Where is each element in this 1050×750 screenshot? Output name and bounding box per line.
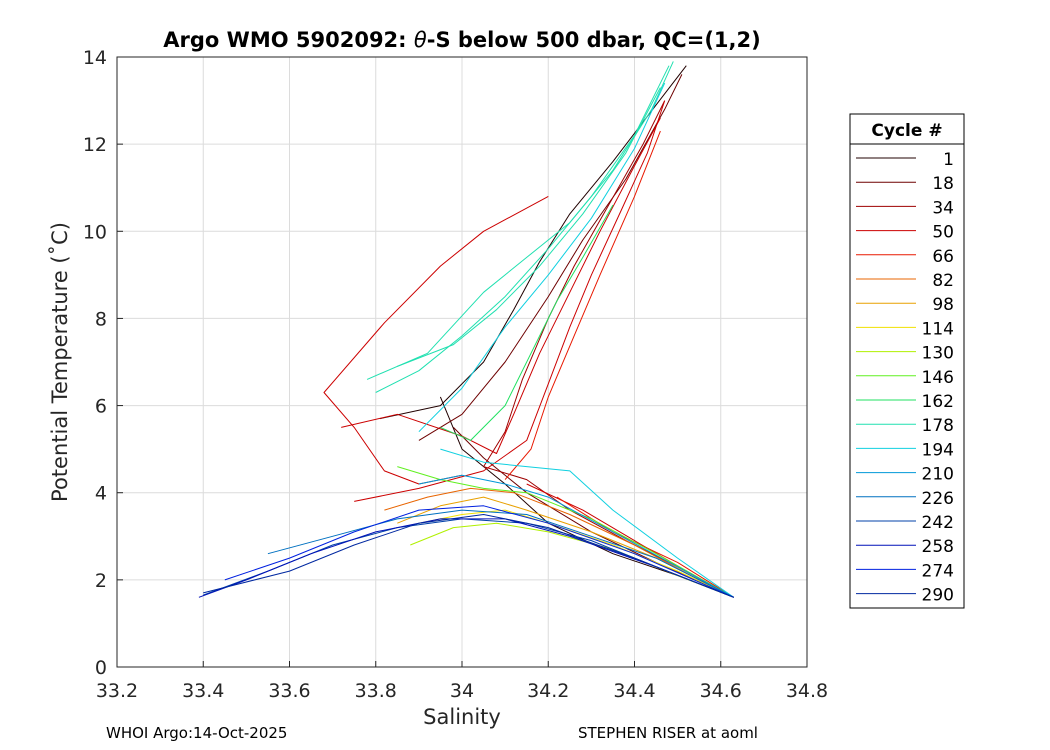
series-line-cycle-194 [418,82,666,433]
y-tick-labels: 0 2 4 6 8 10 12 14 [83,47,107,679]
legend-label-258: 258 [922,537,954,557]
y-tick-label: 8 [95,308,107,330]
y-tick-label: 6 [95,396,107,418]
legend-label-178: 178 [922,416,954,436]
y-axis-label: Potential Temperature (˚C) [48,222,72,502]
series-line-cycle-50c [341,117,661,454]
legend: Cycle # 1 18 34 50 66 82 98 114 130 146 162 178 194 2… [849,113,965,609]
series-line-cycle-178c [366,61,674,380]
x-axis-label: Salinity [423,705,501,729]
legend-label-114: 114 [922,319,954,339]
x-tick-label: 34.2 [527,680,569,702]
series-lines [198,61,734,598]
y-tick-label: 12 [83,134,107,156]
chart-title-theta: θ [414,28,427,52]
series-line-cycle-50d [323,195,549,485]
legend-label-210: 210 [922,465,954,485]
chart-title: Argo WMO 5902092: θ-S below 500 dbar, QC… [163,28,760,52]
legend-label-130: 130 [922,344,954,364]
series-line-cycle-66 [504,130,661,480]
x-tick-label: 33.2 [96,680,138,702]
plot-area-border [116,56,808,668]
footer-date: WHOI Argo:14-Oct-2025 [106,724,288,742]
series-line-cycle-226 [267,509,734,598]
legend-label-50: 50 [932,223,954,243]
legend-label-226: 226 [922,489,954,509]
legend-label-242: 242 [922,513,954,533]
x-tick-label: 34.8 [786,680,828,702]
series-line-cycle-162 [440,204,614,441]
x-tick-label: 34.4 [613,680,655,702]
legend-label-1: 1 [943,150,954,170]
x-tick-labels: 33.2 33.4 33.6 33.8 34 34.2 34.4 34.6 34.8 [96,680,828,702]
legend-label-66: 66 [932,247,954,267]
chart-title-suffix: -S below 500 dbar, QC=(1,2) [427,28,761,52]
footer-operator: STEPHEN RISER at aoml [578,724,758,742]
series-line-cycle-210 [418,474,734,598]
legend-label-162: 162 [922,392,954,412]
chart-title-prefix: Argo WMO 5902092: [163,28,414,52]
y-tick-label: 14 [83,47,107,69]
legend-label-98: 98 [932,295,954,315]
series-line-cycle-290 [203,514,734,598]
legend-label-34: 34 [932,198,954,218]
y-tick-label: 2 [95,570,107,592]
legend-label-18: 18 [932,174,954,194]
series-line-cycle-274 [224,505,734,598]
series-line-cycle-178 [375,65,670,393]
y-tick-label: 10 [83,221,107,243]
y-tick-label: 0 [95,657,107,679]
series-line-cycle-178b [397,87,661,367]
legend-title: Cycle # [871,121,942,141]
legend-label-290: 290 [922,586,954,606]
legend-label-274: 274 [922,561,954,581]
legend-label-146: 146 [922,368,954,388]
x-tick-label: 34.6 [700,680,742,702]
series-line-cycle-18b [453,427,734,598]
legend-entries: 1 18 34 50 66 82 98 114 130 146 162 178 194 210 226 242… [856,150,954,606]
legend-box [849,113,965,609]
legend-label-82: 82 [932,271,954,291]
y-tick-label: 4 [95,483,107,505]
x-tick-label: 34 [450,680,474,702]
series-line-cycle-258 [198,518,734,598]
x-tick-label: 33.6 [268,680,310,702]
series-line-cycle-66b [556,496,734,598]
series-line-cycle-50 [354,100,666,502]
series-line-cycle-34 [483,100,666,467]
series-line-cycle-194b [440,448,734,598]
x-tick-label: 33.8 [355,680,397,702]
legend-label-194: 194 [922,440,954,460]
x-tick-label: 33.4 [182,680,224,702]
